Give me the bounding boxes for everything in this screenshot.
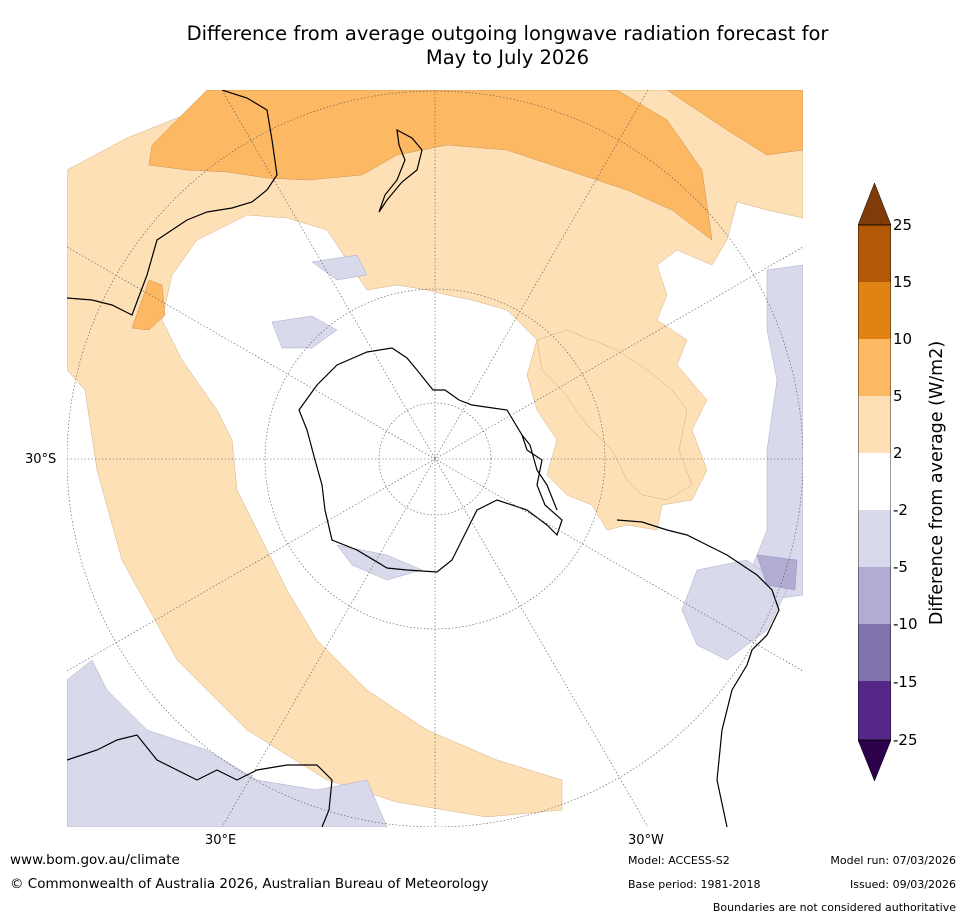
anomaly-band-5-10-northeast bbox=[666, 90, 803, 156]
colorbar-tick: -10 bbox=[893, 615, 918, 633]
colorbar-tick: -5 bbox=[893, 558, 908, 576]
colorbar-tick: -2 bbox=[893, 501, 908, 519]
colorbar-swatch bbox=[858, 681, 891, 740]
footer-base-period: Base period: 1981-2018 bbox=[628, 878, 761, 891]
anomaly-patch-south-atlantic bbox=[536, 329, 693, 501]
colorbar-swatch bbox=[858, 339, 891, 396]
footer-disclaimer: Boundaries are not considered authoritat… bbox=[712, 901, 956, 914]
colorbar-swatch bbox=[858, 453, 891, 510]
graticule bbox=[67, 90, 803, 827]
anomaly-patch-neg-se bbox=[681, 559, 788, 661]
coastline-new-zealand bbox=[378, 128, 423, 213]
chart-title: Difference from average outgoing longwav… bbox=[60, 22, 955, 70]
label-lon-30e: 30°E bbox=[205, 833, 237, 848]
coastline-south-america bbox=[616, 519, 780, 827]
footer-issued: Issued: 09/03/2026 bbox=[849, 878, 956, 891]
colorbar-label: Difference from average (W/m2) bbox=[927, 340, 947, 626]
title-line-1: Difference from average outgoing longwav… bbox=[186, 22, 829, 45]
colorbar-arrow-bottom bbox=[858, 739, 891, 782]
colorbar-frame bbox=[858, 224, 891, 741]
footer-model-run: Model run: 07/03/2026 bbox=[830, 854, 956, 867]
anomaly-patch-neg-sw bbox=[67, 659, 388, 827]
anomaly-patch-5-10-africa bbox=[131, 279, 166, 331]
colorbar-tick: 25 bbox=[893, 216, 913, 234]
coastline-antarctica bbox=[298, 347, 563, 573]
colorbar-tick: 5 bbox=[893, 387, 903, 405]
colorbar-tick: 15 bbox=[893, 273, 913, 291]
anomaly-patch-neg-ross bbox=[311, 254, 368, 281]
anomaly-patch-neg-indian bbox=[271, 315, 338, 349]
coastline-antarctic-peninsula bbox=[521, 434, 558, 511]
label-lat-30s: 30°S bbox=[25, 452, 57, 467]
colorbar-swatch bbox=[858, 510, 891, 567]
footer-copyright: © Commonwealth of Australia 2026, Austra… bbox=[10, 876, 489, 892]
colorbar-swatch bbox=[858, 396, 891, 453]
colorbar-swatch bbox=[858, 624, 891, 681]
map-svg bbox=[67, 90, 803, 827]
colorbar-swatch bbox=[858, 567, 891, 624]
anomaly-patch-5-10-east bbox=[756, 554, 798, 591]
title-line-2: May to July 2026 bbox=[425, 46, 590, 69]
coastline-australia bbox=[67, 90, 278, 316]
coastline-africa bbox=[67, 734, 333, 827]
colorbar-tick: 2 bbox=[893, 444, 903, 462]
colorbar-tick: -25 bbox=[893, 731, 918, 749]
colorbar-tick: -15 bbox=[893, 673, 918, 691]
footer-model: Model: ACCESS-S2 bbox=[628, 854, 730, 867]
anomaly-patch-neg-weddell bbox=[336, 544, 423, 581]
anomaly-band-2-5-ring bbox=[67, 90, 803, 818]
colorbar bbox=[858, 183, 891, 782]
colorbar-swatch bbox=[858, 282, 891, 339]
polar-map bbox=[67, 90, 803, 827]
footer-website: www.bom.gov.au/climate bbox=[10, 852, 180, 868]
anomaly-band-5-10-north bbox=[148, 90, 713, 241]
colorbar-arrow-top bbox=[858, 183, 891, 226]
label-lon-30w: 30°W bbox=[628, 833, 664, 848]
colorbar-tick: 10 bbox=[893, 330, 913, 348]
colorbar-swatch bbox=[858, 225, 891, 282]
